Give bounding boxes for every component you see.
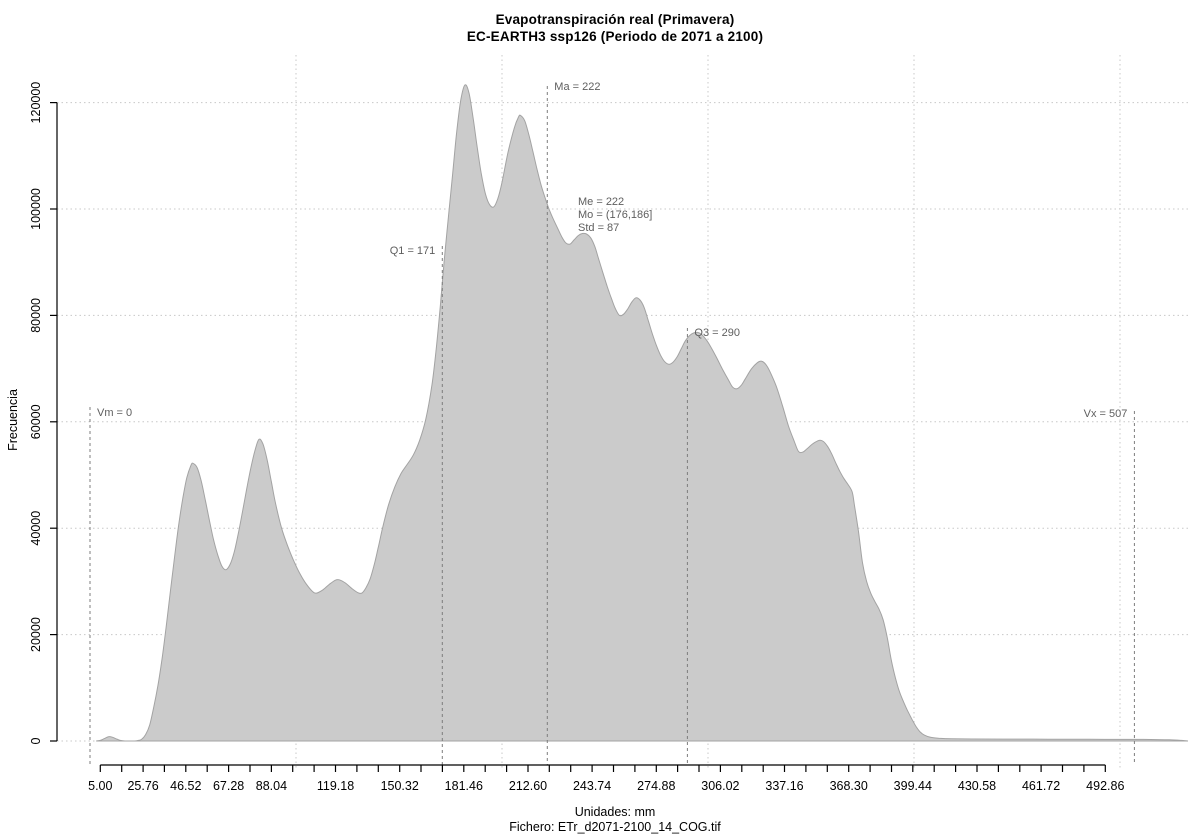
x-tick-label: 67.28: [213, 779, 244, 793]
annotation-label-ma: Ma = 222: [554, 81, 600, 93]
page-title: Evapotranspiración real (Primavera): [495, 12, 735, 27]
annotation-label-vx: Vx = 507: [1084, 408, 1128, 420]
x-tick-label: 46.52: [170, 779, 201, 793]
page-subtitle: EC-EARTH3 ssp126 (Periodo de 2071 a 2100…: [466, 29, 764, 44]
stats-note-line: Std = 87: [578, 222, 619, 234]
density-area-path: [96, 84, 1189, 742]
y-tick-label: 20000: [29, 617, 43, 652]
stats-note-line: Mo = (176,186]: [578, 209, 652, 221]
y-tick-label: 60000: [29, 404, 43, 439]
x-tick-label: 25.76: [127, 779, 158, 793]
y-tick-label: 40000: [29, 511, 43, 546]
caption-file: Fichero: ETr_d2071-2100_14_COG.tif: [509, 820, 721, 834]
x-tick-label: 150.32: [381, 779, 419, 793]
x-tick-label: 430.58: [958, 779, 996, 793]
x-tick-label: 212.60: [509, 779, 547, 793]
x-tick-label: 368.30: [830, 779, 868, 793]
stats-note-line: Me = 222: [578, 196, 624, 208]
x-tick-label: 274.88: [637, 779, 675, 793]
x-tick-label: 88.04: [256, 779, 287, 793]
x-tick-label: 461.72: [1022, 779, 1060, 793]
x-tick-label: 119.18: [317, 779, 354, 793]
x-tick-label: 181.46: [445, 779, 483, 793]
x-tick-label: 492.86: [1086, 779, 1124, 793]
y-tick-label: 80000: [29, 298, 43, 333]
x-tick-label: 337.16: [765, 779, 803, 793]
x-tick-label: 306.02: [701, 779, 739, 793]
x-tick-label: 5.00: [88, 779, 112, 793]
caption-units: Unidades: mm: [574, 805, 656, 819]
annotation-label-q1: Q1 = 171: [390, 245, 436, 257]
annotation-label-vm: Vm = 0: [97, 407, 132, 419]
y-tick-label: 100000: [29, 188, 43, 230]
annotation-label-q3: Q3 = 290: [694, 327, 740, 339]
y-tick-label: 0: [29, 737, 43, 744]
y-tick-label: 120000: [29, 82, 43, 124]
x-tick-label: 399.44: [894, 779, 932, 793]
x-tick-label: 243.74: [573, 779, 611, 793]
